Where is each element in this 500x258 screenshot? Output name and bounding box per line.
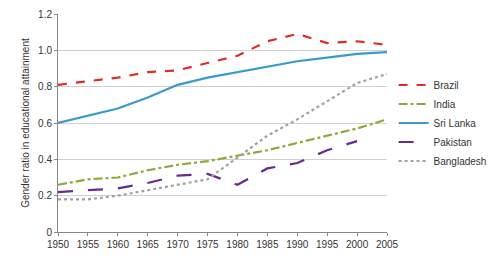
svg-text:0.2: 0.2	[38, 190, 52, 201]
svg-text:1985: 1985	[256, 239, 279, 250]
svg-text:Sri Lanka: Sri Lanka	[434, 118, 477, 129]
svg-text:India: India	[434, 99, 456, 110]
svg-text:1990: 1990	[286, 239, 309, 250]
svg-text:1995: 1995	[316, 239, 339, 250]
svg-text:0.6: 0.6	[38, 118, 52, 129]
svg-text:1955: 1955	[77, 239, 100, 250]
svg-text:1965: 1965	[137, 239, 160, 250]
svg-text:1.0: 1.0	[38, 45, 52, 56]
svg-text:Gender ratio in educational at: Gender ratio in educational attainment	[20, 38, 31, 208]
svg-text:2000: 2000	[346, 239, 369, 250]
svg-text:2005: 2005	[376, 239, 399, 250]
svg-text:0: 0	[46, 227, 52, 238]
svg-text:1980: 1980	[226, 239, 249, 250]
svg-text:Brazil: Brazil	[434, 80, 459, 91]
svg-text:0.4: 0.4	[38, 154, 52, 165]
svg-text:1960: 1960	[107, 239, 130, 250]
svg-text:1950: 1950	[47, 239, 70, 250]
svg-text:1.2: 1.2	[38, 9, 52, 20]
svg-text:0.8: 0.8	[38, 81, 52, 92]
svg-text:Bangladesh: Bangladesh	[434, 156, 487, 167]
svg-text:Pakistan: Pakistan	[434, 137, 472, 148]
svg-text:1975: 1975	[196, 239, 219, 250]
svg-text:1970: 1970	[167, 239, 190, 250]
